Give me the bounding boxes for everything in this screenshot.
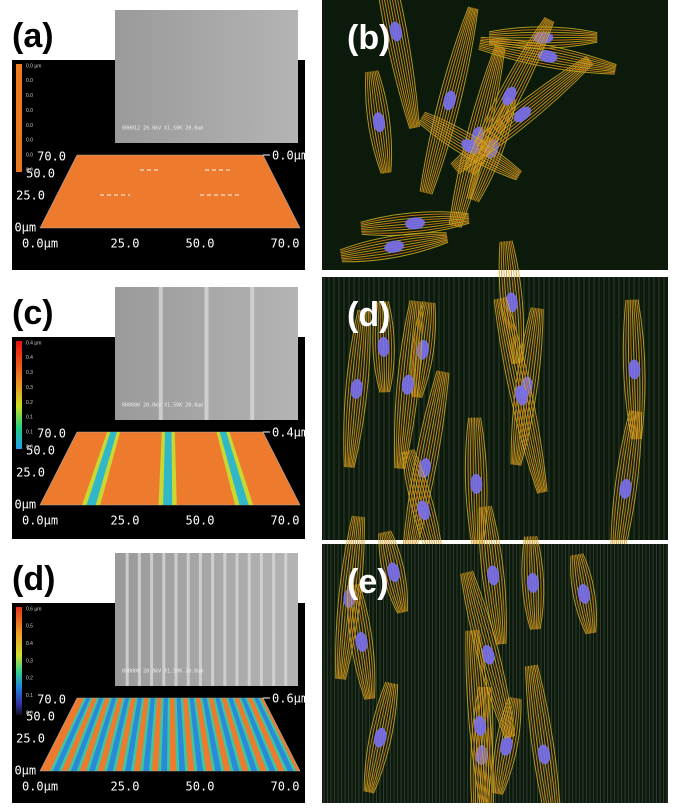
micrograph: (e) [322, 505, 668, 803]
x-axis-label: 70.0 [271, 237, 300, 251]
y-axis-label: 25.0 [16, 189, 45, 203]
colorbar-label: 0.3 [26, 370, 33, 376]
sem-image [115, 10, 298, 143]
panel-label: (a) [12, 17, 54, 55]
y-axis-label: 50.0 [26, 444, 55, 458]
panel-label: (b) [347, 19, 390, 57]
panel-label: (c) [12, 294, 54, 332]
x-axis-label: 25.0 [111, 237, 140, 251]
x-axis-label: 0.0µm [22, 237, 58, 251]
colorbar-label: 0.2 [26, 676, 33, 682]
z-axis-label: 0.4µm [272, 426, 308, 440]
sem-image [115, 553, 298, 686]
profile-panel: 000012 20.0kV X1.50K 20.0um (a) 0.0 µm 0.0 0… [0, 10, 308, 270]
y-axis-label: 70.0 [37, 427, 66, 441]
y-axis-label: 50.0 [26, 710, 55, 724]
panel-label: (e) [347, 563, 389, 601]
z-axis-label: 0.0µm [272, 149, 308, 163]
y-axis-label: 70.0 [37, 693, 66, 707]
x-axis-label: 70.0 [271, 780, 300, 794]
colorbar [16, 341, 22, 449]
panel-label: (d) [347, 296, 390, 334]
sem-caption: 000000 20.0kV X1.50K 20.0um [122, 669, 203, 675]
y-axis-label: 25.0 [16, 466, 45, 480]
sem-caption: 000000 20.0kV X1.50K 20.0um [122, 403, 203, 409]
colorbar-label: 0.0 [26, 123, 33, 129]
y-axis-label: 50.0 [26, 167, 55, 181]
colorbar [16, 64, 22, 172]
x-axis-label: 70.0 [271, 514, 300, 528]
x-axis-label: 25.0 [111, 514, 140, 528]
x-axis-label: 25.0 [111, 780, 140, 794]
y-axis-label: 0.0µm [0, 764, 36, 778]
x-axis-label: 50.0 [186, 237, 215, 251]
colorbar-label: 0.4 [26, 355, 33, 361]
colorbar-label: 0.5 [26, 624, 33, 630]
figure: 000012 20.0kV X1.50K 20.0um (a) 0.0 µm 0.0 0… [0, 0, 675, 803]
micrograph: (b) [322, 0, 668, 270]
colorbar-label: 0.0 [26, 138, 33, 144]
colorbar-label: 0.0 µm [26, 63, 41, 69]
colorbar-label: 0.3 [26, 385, 33, 391]
colorbar-label: 0.3 [26, 658, 33, 664]
y-axis-label: 0.0µm [0, 498, 36, 512]
colorbar-label: 0.0 [26, 108, 33, 114]
panel-label: (d) [12, 560, 55, 598]
colorbar-label: 0.1 [26, 693, 33, 699]
colorbar-label: 0.0 [26, 93, 33, 99]
colorbar-label: 0.1 [26, 415, 33, 421]
x-axis-label: 0.0µm [22, 780, 58, 794]
surface [40, 155, 300, 228]
sem-caption: 000012 20.0kV X1.50K 20.0um [122, 126, 203, 132]
y-axis-label: 0.0µm [0, 221, 36, 235]
colorbar-label: 0.2 [26, 400, 33, 406]
colorbar-label: 0.4 [26, 641, 33, 647]
x-axis-label: 50.0 [186, 514, 215, 528]
colorbar-label: 0.0 [26, 152, 33, 158]
colorbar-label: 0.0 [26, 78, 33, 84]
y-axis-label: 70.0 [37, 150, 66, 164]
colorbar-label: 0.4 µm [26, 340, 41, 346]
z-axis-label: 0.6µm [272, 692, 308, 706]
profile-panel: 000000 20.0kV X1.50K 20.0um (c) 0.4 µm 0.4 0… [0, 287, 308, 539]
x-axis-label: 50.0 [186, 780, 215, 794]
colorbar-label: 0.1 [26, 429, 33, 435]
profile-panel: 000000 20.0kV X1.50K 20.0um (d) 0.6 µm 0.5 0… [0, 553, 308, 803]
colorbar [16, 607, 22, 715]
y-axis-label: 25.0 [16, 732, 45, 746]
x-axis-label: 0.0µm [22, 514, 58, 528]
colorbar-label: 0.6 µm [26, 606, 41, 612]
